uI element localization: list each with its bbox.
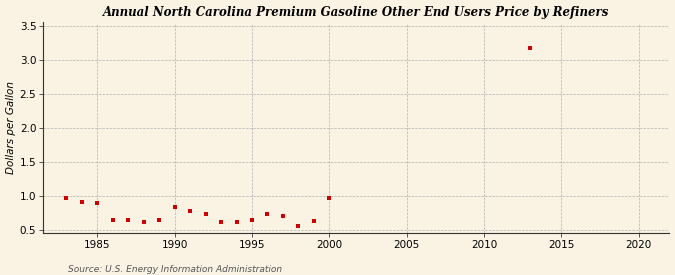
- Y-axis label: Dollars per Gallon: Dollars per Gallon: [5, 81, 16, 174]
- Point: [246, 218, 257, 222]
- Point: [169, 205, 180, 210]
- Point: [231, 220, 242, 225]
- Point: [308, 219, 319, 223]
- Point: [293, 224, 304, 229]
- Point: [123, 218, 134, 222]
- Point: [107, 218, 118, 222]
- Point: [525, 46, 536, 51]
- Text: Source: U.S. Energy Information Administration: Source: U.S. Energy Information Administ…: [68, 265, 281, 274]
- Point: [138, 219, 149, 224]
- Point: [324, 196, 335, 200]
- Point: [185, 209, 196, 214]
- Point: [76, 200, 87, 204]
- Point: [61, 196, 72, 200]
- Point: [154, 218, 165, 222]
- Point: [262, 212, 273, 216]
- Point: [216, 219, 227, 224]
- Point: [277, 213, 288, 218]
- Point: [92, 200, 103, 205]
- Point: [200, 211, 211, 216]
- Title: Annual North Carolina Premium Gasoline Other End Users Price by Refiners: Annual North Carolina Premium Gasoline O…: [103, 6, 610, 18]
